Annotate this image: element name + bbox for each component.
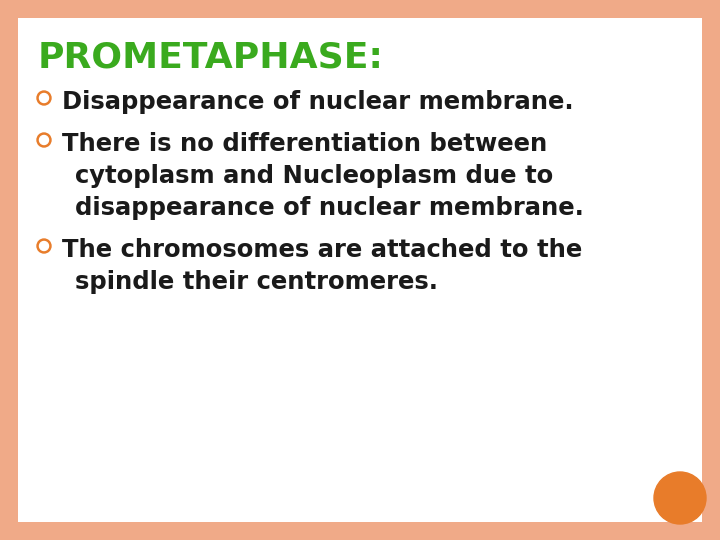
Circle shape	[654, 472, 706, 524]
Circle shape	[37, 133, 51, 147]
Text: Disappearance of nuclear membrane.: Disappearance of nuclear membrane.	[62, 90, 574, 114]
Text: disappearance of nuclear membrane.: disappearance of nuclear membrane.	[75, 196, 584, 220]
Text: cytoplasm and Nucleoplasm due to: cytoplasm and Nucleoplasm due to	[75, 164, 553, 188]
Circle shape	[40, 136, 48, 145]
Text: The chromosomes are attached to the: The chromosomes are attached to the	[62, 238, 582, 262]
Text: spindle their centromeres.: spindle their centromeres.	[75, 270, 438, 294]
Circle shape	[37, 239, 51, 253]
Circle shape	[37, 91, 51, 105]
Text: PROMETAPHASE:: PROMETAPHASE:	[38, 40, 384, 74]
Circle shape	[40, 241, 48, 251]
Text: There is no differentiation between: There is no differentiation between	[62, 132, 547, 156]
FancyBboxPatch shape	[18, 18, 702, 522]
Circle shape	[40, 93, 48, 103]
